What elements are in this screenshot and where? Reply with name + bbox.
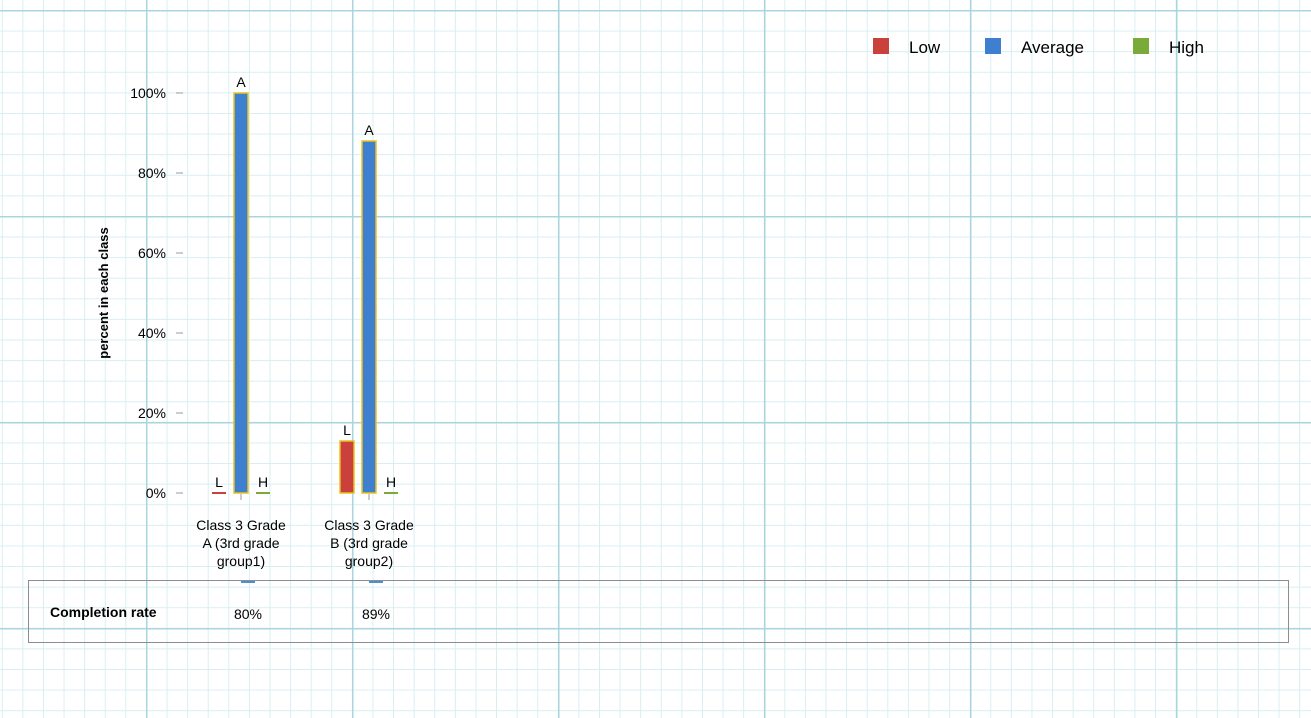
y-axis: 0% 20% 40% 60% 80% 100% <box>130 85 183 501</box>
legend-swatch-high <box>1133 38 1149 54</box>
y-tick-label: 100% <box>130 85 166 101</box>
completion-rate-box <box>28 580 1289 643</box>
legend-label-average: Average <box>1021 38 1084 57</box>
y-axis-label: percent in each class <box>96 227 111 359</box>
bars: L A H Class 3 Grade A (3rd grade group1) L A H Cl… <box>196 74 414 569</box>
x-category-label: Class 3 Grade <box>196 517 286 533</box>
bar-data-label: L <box>215 474 223 490</box>
x-category-label: group2) <box>345 553 393 569</box>
legend-swatch-average <box>985 38 1001 54</box>
legend-label-low: Low <box>909 38 941 57</box>
bar-high <box>384 492 398 494</box>
x-category-label: B (3rd grade <box>330 535 408 551</box>
y-tick-label: 80% <box>138 165 166 181</box>
bar-data-label: L <box>343 422 351 438</box>
bar-average <box>361 140 377 494</box>
bar-low <box>212 492 226 494</box>
x-category-label: Class 3 Grade <box>324 517 414 533</box>
completion-rate-value-1: 80% <box>233 606 263 622</box>
y-tick-label: 20% <box>138 405 166 421</box>
bar-average <box>233 92 249 494</box>
completion-tick-1 <box>241 581 255 583</box>
bar-data-label: A <box>236 74 246 90</box>
completion-rate-label: Completion rate <box>50 604 157 620</box>
legend-swatch-low <box>873 38 889 54</box>
legend-label-high: High <box>1169 38 1204 57</box>
bar-high <box>256 492 270 494</box>
x-category-label: group1) <box>217 553 265 569</box>
bar-data-label: H <box>386 474 396 490</box>
completion-rate-value-2: 89% <box>361 606 391 622</box>
bar-data-label: H <box>258 474 268 490</box>
completion-tick-2 <box>369 581 383 583</box>
bar-data-label: A <box>364 122 374 138</box>
x-category-label: A (3rd grade <box>202 535 279 551</box>
y-tick-label: 40% <box>138 325 166 341</box>
y-tick-label: 60% <box>138 245 166 261</box>
legend: Low Average High <box>873 38 1204 57</box>
y-tick-label: 0% <box>146 485 166 501</box>
bar-low <box>339 440 355 494</box>
